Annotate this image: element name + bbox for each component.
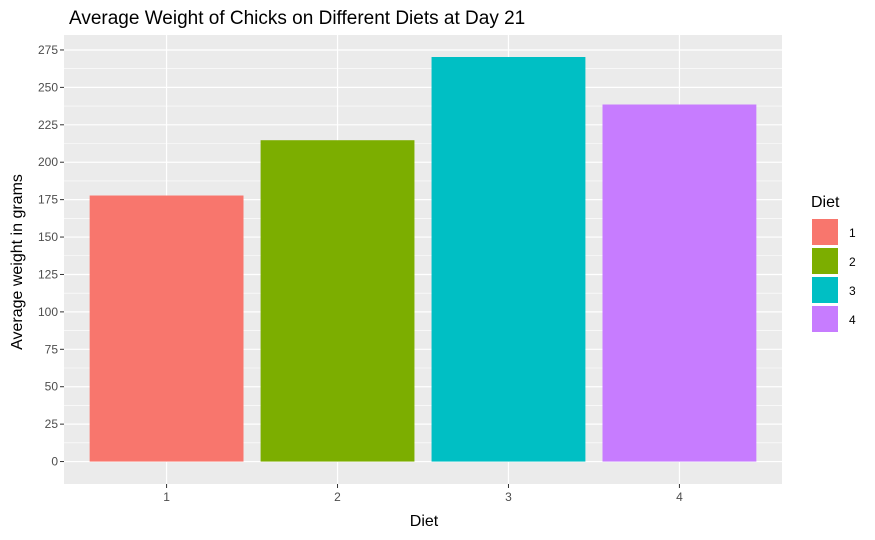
x-tick-label: 1 [163, 490, 170, 504]
bars [89, 57, 757, 462]
x-axis-title: Diet [410, 513, 439, 530]
y-axis-title: Average weight in grams [9, 174, 26, 350]
chart-title: Average Weight of Chicks on Different Di… [69, 8, 525, 29]
x-tick-label: 3 [505, 490, 512, 504]
bar-diet-3 [431, 57, 586, 462]
x-tick-label: 4 [676, 490, 683, 504]
legend-title: Diet [811, 194, 840, 211]
legend-key-2 [812, 248, 838, 274]
legend-label: 4 [849, 313, 856, 327]
bar-diet-2 [260, 140, 415, 462]
legend-key-3 [812, 277, 838, 303]
x-axis: 1 2 3 4 [163, 484, 683, 504]
y-tick-label: 25 [45, 417, 59, 431]
y-tick-label: 175 [38, 193, 58, 207]
y-tick-label: 125 [38, 267, 58, 281]
bar-diet-1 [89, 195, 244, 462]
y-tick-label: 50 [45, 380, 59, 394]
y-axis: 0 25 50 75 100 125 150 175 200 225 250 275 [38, 43, 64, 469]
y-tick-label: 100 [38, 305, 58, 319]
legend-label: 3 [849, 284, 856, 298]
legend-label: 2 [849, 255, 856, 269]
y-tick-label: 225 [38, 118, 58, 132]
y-tick-label: 0 [51, 455, 58, 469]
legend-key-4 [812, 306, 838, 332]
y-tick-label: 250 [38, 80, 58, 94]
legend-label: 1 [849, 226, 856, 240]
bar-diet-4 [602, 104, 757, 462]
y-tick-label: 150 [38, 230, 58, 244]
x-tick-label: 2 [334, 490, 341, 504]
legend: Diet 1 2 3 4 [811, 194, 856, 332]
y-tick-label: 200 [38, 155, 58, 169]
y-tick-label: 75 [45, 342, 59, 356]
y-tick-label: 275 [38, 43, 58, 57]
legend-key-1 [812, 219, 838, 245]
